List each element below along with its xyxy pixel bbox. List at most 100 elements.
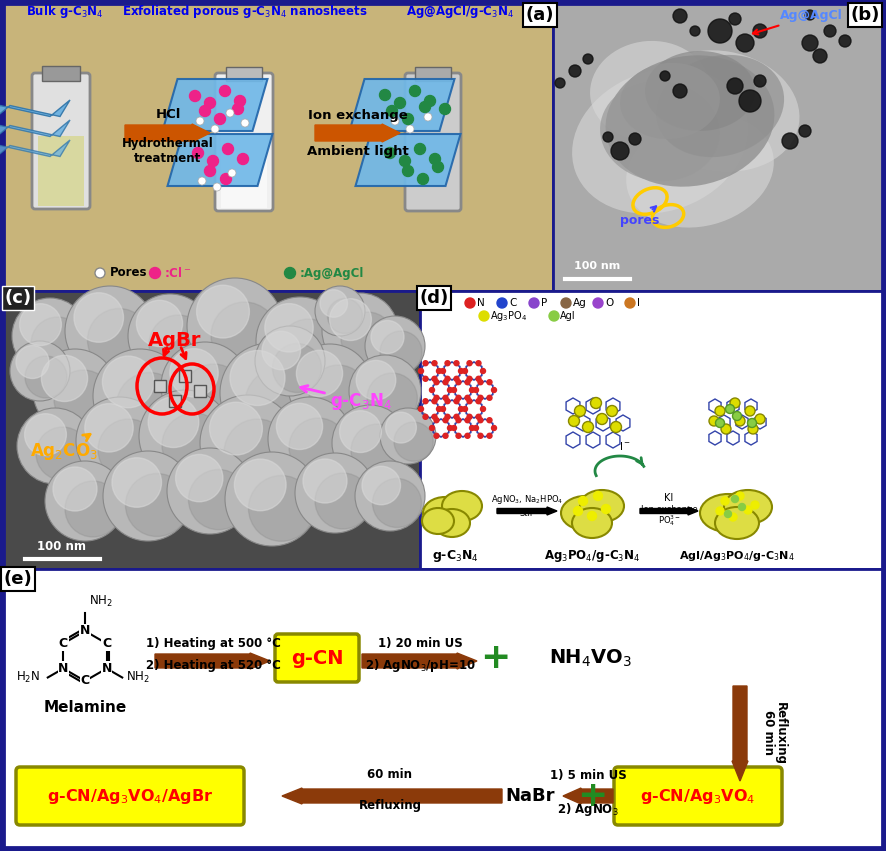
Circle shape [415,144,425,155]
Circle shape [456,418,461,423]
Circle shape [443,418,448,423]
Text: (b): (b) [851,6,880,24]
Circle shape [607,405,618,416]
Text: HCl: HCl [155,108,181,122]
Text: (e): (e) [4,570,33,588]
Circle shape [211,125,219,133]
Circle shape [256,297,344,385]
Circle shape [198,177,206,185]
Text: pores: pores [620,206,659,227]
Circle shape [432,361,437,366]
Circle shape [205,98,215,108]
Text: Ambient light: Ambient light [307,145,408,157]
Text: KI: KI [664,493,673,503]
Circle shape [341,312,394,365]
Circle shape [824,25,836,37]
Bar [4,291,420,569]
Circle shape [432,399,437,403]
Circle shape [739,90,761,112]
Circle shape [25,356,67,398]
Circle shape [423,414,428,420]
Circle shape [226,109,234,117]
Bar [194,385,206,397]
FancyBboxPatch shape [215,73,273,211]
Ellipse shape [700,494,756,532]
Circle shape [748,419,757,427]
Circle shape [610,421,621,432]
Circle shape [735,416,745,426]
Circle shape [465,418,470,423]
Circle shape [149,315,208,374]
Circle shape [362,466,400,505]
Circle shape [805,10,815,20]
Circle shape [753,24,767,38]
Circle shape [751,501,759,509]
Circle shape [582,421,594,432]
Circle shape [225,452,319,546]
Circle shape [400,156,410,167]
Circle shape [112,458,161,507]
Circle shape [74,293,123,342]
Circle shape [402,113,414,124]
Circle shape [434,418,439,423]
Text: :Ag@AgCl: :Ag@AgCl [300,266,364,279]
Circle shape [467,376,472,381]
Circle shape [295,453,375,533]
Text: O: O [605,298,613,308]
Circle shape [430,153,440,164]
Circle shape [380,408,436,464]
Text: g-C$_3$N$_4$: g-C$_3$N$_4$ [300,386,392,412]
Text: 60 min: 60 min [368,768,413,781]
Circle shape [447,387,453,392]
Circle shape [221,174,231,185]
Circle shape [210,403,262,455]
Circle shape [322,293,398,369]
Circle shape [355,461,425,531]
Text: N: N [477,298,485,308]
Circle shape [220,85,230,96]
Circle shape [476,361,481,366]
Circle shape [465,380,470,385]
Ellipse shape [572,508,612,538]
Text: Exfoliated porous g-C$_3$N$_4$ nanosheets: Exfoliated porous g-C$_3$N$_4$ nanosheet… [122,3,368,20]
Text: NaBr: NaBr [505,787,555,805]
Circle shape [228,169,236,177]
Circle shape [12,298,88,374]
Circle shape [733,412,742,420]
Ellipse shape [656,54,784,157]
Bar [420,291,882,569]
Text: I: I [637,298,640,308]
Circle shape [65,286,155,376]
FancyBboxPatch shape [16,767,244,825]
Circle shape [574,405,586,416]
FancyArrow shape [497,507,557,515]
Circle shape [430,426,434,431]
FancyArrow shape [640,507,698,515]
Text: Pores: Pores [110,266,147,279]
Text: AgBr: AgBr [148,332,202,351]
Circle shape [593,298,603,308]
Circle shape [391,117,399,125]
Circle shape [320,289,347,317]
Circle shape [715,406,725,416]
Text: +: + [577,779,607,813]
Text: Bulk g-C$_3$N$_4$: Bulk g-C$_3$N$_4$ [27,3,104,20]
Circle shape [487,380,492,385]
Circle shape [402,165,414,176]
Text: 100 nm: 100 nm [37,540,87,553]
Text: g-C$_3$N$_4$: g-C$_3$N$_4$ [431,548,478,564]
Text: Refluxing: Refluxing [774,701,787,764]
Circle shape [569,415,579,426]
Text: Hydrothermal
treatment: Hydrothermal treatment [122,137,214,165]
Circle shape [437,368,441,374]
Circle shape [432,414,437,420]
Polygon shape [0,120,70,142]
Circle shape [487,396,492,400]
Text: 60 min: 60 min [762,711,775,756]
Text: Ag$_3$PO$_4$/g-C$_3$N$_4$: Ag$_3$PO$_4$/g-C$_3$N$_4$ [544,548,640,564]
Circle shape [297,351,343,397]
Circle shape [222,144,234,155]
Circle shape [349,355,421,427]
Circle shape [445,399,450,403]
Circle shape [555,78,565,88]
